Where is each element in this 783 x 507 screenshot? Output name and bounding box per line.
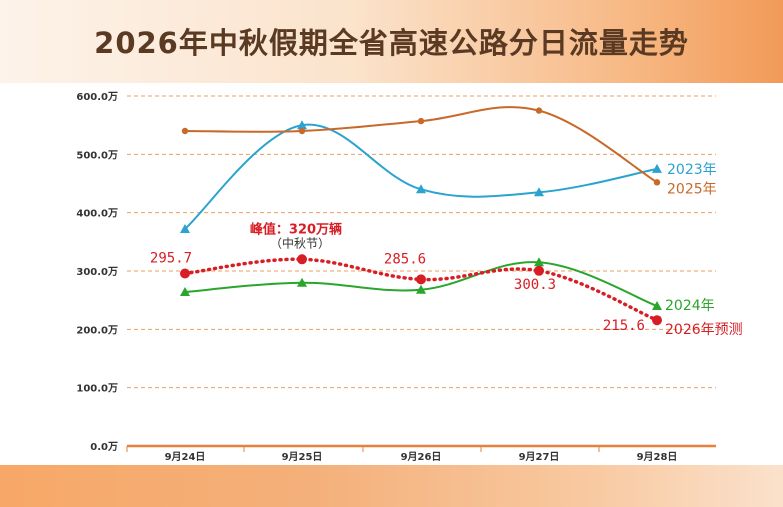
peak-annotation: 峰值：320万辆	[250, 221, 342, 237]
data-point	[652, 301, 662, 310]
data-point	[416, 184, 426, 194]
y-tick-label: 200.0万	[76, 324, 118, 336]
y-tick-label: 0.0万	[90, 441, 118, 453]
x-tick-label: 9月28日	[637, 451, 678, 463]
chart-title: 2026年中秋假期全省高速公路分日流量走势	[94, 26, 689, 60]
y-tick-label: 300.0万	[76, 266, 118, 278]
series-2026年预测: 2026年预测	[180, 254, 743, 338]
x-tick-label: 9月27日	[519, 451, 560, 463]
data-label: 215.6	[603, 318, 645, 334]
data-point	[417, 117, 425, 125]
y-axis-ticks: 0.0万 100.0万 200.0万 300.0万 400.0万 500.0万 600.0万	[76, 91, 118, 453]
series-line	[184, 123, 658, 230]
data-point	[180, 287, 190, 296]
series-2024年: 2024年	[180, 257, 715, 314]
footer-band	[0, 465, 783, 507]
data-point	[297, 120, 307, 130]
data-point	[181, 127, 189, 135]
header-banner: 2026年中秋假期全省高速公路分日流量走势	[0, 0, 783, 83]
series-name-label: 2025年	[667, 181, 717, 197]
data-point	[534, 257, 544, 267]
x-axis: 9月24日 9月25日 9月26日 9月27日 9月28日	[126, 444, 716, 463]
data-label: 285.6	[384, 251, 426, 267]
y-tick-label: 100.0万	[76, 383, 118, 395]
data-point	[535, 107, 543, 114]
data-labels: 295.7 285.6 300.3 215.6 峰值：320万辆（中秋节）	[150, 221, 645, 334]
data-point	[297, 277, 307, 287]
data-point	[653, 179, 661, 186]
data-point	[297, 254, 307, 265]
data-label: 295.7	[150, 251, 192, 267]
data-point	[298, 127, 306, 135]
x-tick-label: 9月26日	[401, 451, 442, 463]
series-group: 2023年 2025年 2024年 2026年预测	[180, 106, 743, 338]
peak-annotation-sub: （中秋节）	[270, 235, 330, 250]
data-point	[416, 284, 426, 294]
y-tick-label: 600.0万	[76, 91, 118, 103]
x-tick-label: 9月25日	[282, 451, 323, 463]
x-tick-label: 9月24日	[165, 451, 206, 463]
series-2023年: 2023年	[180, 120, 717, 233]
y-tick-label: 400.0万	[76, 208, 118, 220]
series-name-label: 2023年	[667, 162, 717, 178]
y-tick-label: 500.0万	[76, 149, 118, 161]
data-label: 300.3	[514, 277, 556, 293]
grid-lines	[127, 95, 716, 389]
data-point	[652, 315, 662, 326]
data-point	[416, 274, 426, 285]
data-point	[180, 224, 190, 233]
series-2025年: 2025年	[181, 106, 717, 197]
data-point	[534, 265, 544, 276]
series-name-label: 2026年预测	[665, 322, 743, 338]
data-point	[534, 187, 544, 197]
data-point	[180, 268, 190, 279]
data-point	[652, 163, 662, 173]
series-name-label: 2024年	[665, 298, 715, 314]
